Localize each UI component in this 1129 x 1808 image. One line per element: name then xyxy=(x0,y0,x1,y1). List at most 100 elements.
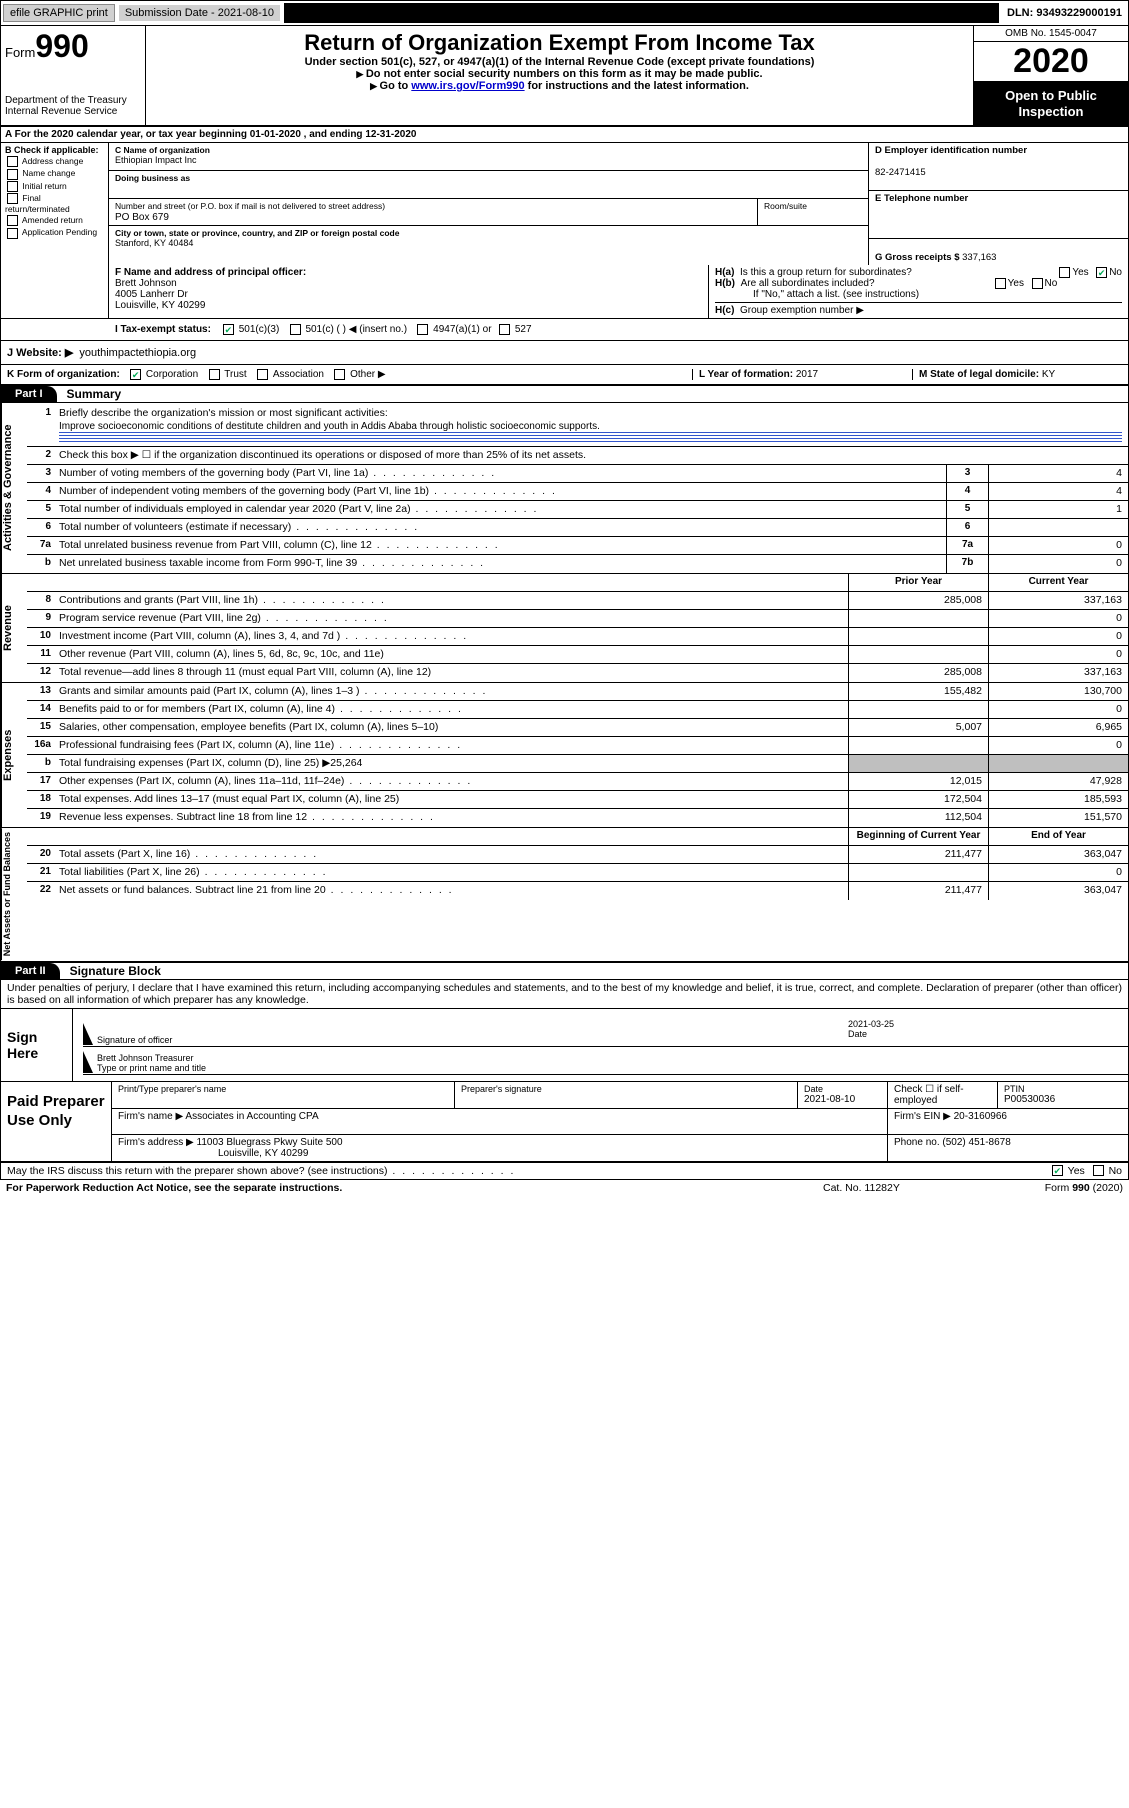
val-11c: 0 xyxy=(988,646,1128,663)
chk-other[interactable] xyxy=(334,369,345,380)
chk-name[interactable]: Name change xyxy=(5,168,104,179)
section-revenue: Revenue Prior YearCurrent Year 8Contribu… xyxy=(1,574,1128,683)
sig-officer-cell: Signature of officer xyxy=(97,1017,848,1045)
form-subtitle: Under section 501(c), 527, or 4947(a)(1)… xyxy=(150,56,969,68)
org-name-label: C Name of organization xyxy=(115,145,210,155)
line-17-text: Other expenses (Part IX, column (A), lin… xyxy=(55,773,848,790)
chk-4947[interactable] xyxy=(417,324,428,335)
val-6 xyxy=(988,519,1128,536)
part-1-tab: Part I xyxy=(1,386,57,402)
side-net-assets: Net Assets or Fund Balances xyxy=(1,828,27,960)
self-employed-chk[interactable]: Check ☐ if self-employed xyxy=(888,1082,998,1108)
efile-print-button[interactable]: efile GRAPHIC print xyxy=(3,4,115,22)
city-cell: City or town, state or province, country… xyxy=(109,226,868,254)
sig-officer-label: Signature of officer xyxy=(97,1035,172,1045)
line-11-num: 11 xyxy=(27,646,55,663)
val-14p xyxy=(848,701,988,718)
line-19-text: Revenue less expenses. Subtract line 18 … xyxy=(55,809,848,827)
prep-row-3: Firm's address ▶ 11003 Bluegrass Pkwy Su… xyxy=(112,1135,1128,1161)
row-i-tax-exempt: I Tax-exempt status: 501(c)(3) 501(c) ( … xyxy=(0,319,1129,341)
irs-label: Internal Revenue Service xyxy=(5,106,141,117)
discuss-no-chk[interactable] xyxy=(1093,1165,1104,1176)
line-22-num: 22 xyxy=(27,882,55,900)
chk-amended[interactable]: Amended return xyxy=(5,215,104,226)
city-label: City or town, state or province, country… xyxy=(115,228,399,238)
val-10c: 0 xyxy=(988,628,1128,645)
chk-501c[interactable] xyxy=(290,324,301,335)
line-14-text: Benefits paid to or for members (Part IX… xyxy=(55,701,848,718)
line-1-num: 1 xyxy=(27,405,55,421)
val-7a: 0 xyxy=(988,537,1128,554)
chk-trust[interactable] xyxy=(209,369,220,380)
tel-cell: E Telephone number xyxy=(869,191,1128,239)
prep-row-1: Print/Type preparer's name Preparer's si… xyxy=(112,1082,1128,1109)
line-7a-text: Total unrelated business revenue from Pa… xyxy=(55,537,946,554)
chk-app-pending[interactable]: Application Pending xyxy=(5,227,104,238)
line-6-text: Total number of volunteers (estimate if … xyxy=(55,519,946,536)
hb-no-chk[interactable] xyxy=(1032,278,1043,289)
f-label: F Name and address of principal officer: xyxy=(115,267,306,278)
chk-corp[interactable] xyxy=(130,369,141,380)
firm-addr-label: Firm's address ▶ xyxy=(118,1137,194,1148)
sig-date-cell: 2021-03-25 Date xyxy=(848,1017,1128,1045)
side-governance: Activities & Governance xyxy=(1,403,27,573)
line-12-text: Total revenue—add lines 8 through 11 (mu… xyxy=(55,664,848,682)
val-9c: 0 xyxy=(988,610,1128,627)
officer-addr2: Louisville, KY 40299 xyxy=(115,300,205,311)
sign-block: Sign Here Signature of officer 2021-03-2… xyxy=(0,1009,1129,1082)
ha-no-chk[interactable] xyxy=(1096,267,1107,278)
val-16ap xyxy=(848,737,988,754)
m-state: M State of legal domicile: KY xyxy=(912,369,1122,380)
val-19p: 112,504 xyxy=(848,809,988,827)
chk-initial[interactable]: Initial return xyxy=(5,181,104,192)
irs-link[interactable]: www.irs.gov/Form990 xyxy=(411,80,524,92)
part-2-title: Signature Block xyxy=(60,964,161,978)
line-6-num: 6 xyxy=(27,519,55,536)
hb-yes-chk[interactable] xyxy=(995,278,1006,289)
sign-arrow-icon-2 xyxy=(83,1051,93,1073)
line-15-num: 15 xyxy=(27,719,55,736)
val-20e: 363,047 xyxy=(988,846,1128,863)
val-17p: 12,015 xyxy=(848,773,988,790)
row-a-tax-year: A For the 2020 calendar year, or tax yea… xyxy=(0,127,1129,143)
form-990-page: efile GRAPHIC print Submission Date - 20… xyxy=(0,0,1129,1196)
line-20-text: Total assets (Part X, line 16) xyxy=(55,846,848,863)
discuss-text: May the IRS discuss this return with the… xyxy=(7,1165,1050,1177)
hc-row: H(c) Group exemption number ▶ xyxy=(715,302,1122,316)
discuss-yes-chk[interactable] xyxy=(1052,1165,1063,1176)
phone-value: (502) 451-8678 xyxy=(942,1137,1010,1148)
prep-date-label: Date xyxy=(804,1084,881,1094)
side-revenue: Revenue xyxy=(1,574,27,682)
sign-here-label: Sign Here xyxy=(1,1009,73,1081)
line-16b-num: b xyxy=(27,755,55,772)
val-16bp-grey xyxy=(848,755,988,772)
part-2-header: Part II Signature Block xyxy=(0,963,1129,980)
chk-501c3[interactable] xyxy=(223,324,234,335)
firm-ein: 20-3160966 xyxy=(954,1111,1007,1122)
val-4: 4 xyxy=(988,483,1128,500)
line-14-num: 14 xyxy=(27,701,55,718)
val-21b xyxy=(848,864,988,881)
chk-527[interactable] xyxy=(499,324,510,335)
signature-line: Signature of officer 2021-03-25 Date xyxy=(83,1017,1128,1047)
name-title-label: Type or print name and title xyxy=(97,1063,206,1073)
ha-row: H(a) Is this a group return for subordin… xyxy=(715,267,1122,278)
val-18p: 172,504 xyxy=(848,791,988,808)
row-k: K Form of organization: Corporation Trus… xyxy=(0,365,1129,386)
discuss-row: May the IRS discuss this return with the… xyxy=(0,1163,1129,1180)
line-5-text: Total number of individuals employed in … xyxy=(55,501,946,518)
hb-note: If "No," attach a list. (see instruction… xyxy=(715,289,1122,300)
side-expenses: Expenses xyxy=(1,683,27,827)
chk-assoc[interactable] xyxy=(257,369,268,380)
chk-address[interactable]: Address change xyxy=(5,156,104,167)
chk-final[interactable]: Final return/terminated xyxy=(5,193,104,214)
val-13c: 130,700 xyxy=(988,683,1128,700)
section-f: F Name and address of principal officer:… xyxy=(109,265,708,318)
sig-date-label: Date xyxy=(848,1029,867,1039)
b-label: B Check if applicable: xyxy=(5,145,104,155)
line-2-num: 2 xyxy=(27,447,55,464)
form-num-big: 990 xyxy=(35,28,88,64)
hdr-current-year: Current Year xyxy=(988,574,1128,591)
ha-yes-chk[interactable] xyxy=(1059,267,1070,278)
box-5: 5 xyxy=(946,501,988,518)
